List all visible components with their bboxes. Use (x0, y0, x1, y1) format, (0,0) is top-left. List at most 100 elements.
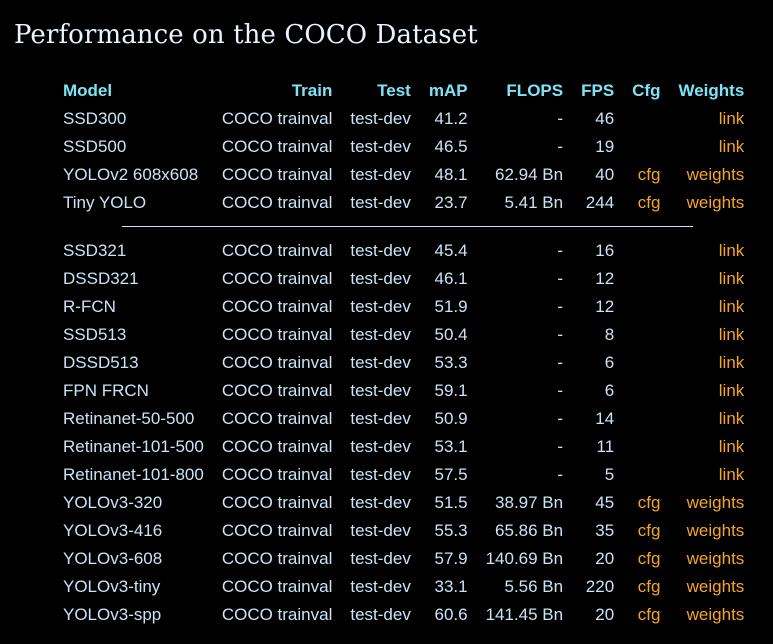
cfg-link (623, 377, 669, 405)
cell-model: YOLOv3-tiny (63, 577, 161, 596)
table-row: SSD300 COCO trainval test-dev 41.2 - 46 link (54, 105, 753, 133)
cfg-link (623, 321, 669, 349)
cell-fps: 46 (595, 109, 615, 128)
cell-fps: 45 (595, 493, 615, 512)
cell-flops: - (557, 465, 564, 484)
cell-map: 51.9 (434, 297, 468, 316)
cell-map: 57.5 (434, 465, 468, 484)
cell-flops: - (557, 269, 564, 288)
cell-test: test-dev (350, 605, 411, 624)
cfg-link[interactable]: cfg (637, 549, 661, 568)
table-row: Retinanet-101-500 COCO trainval test-dev 53… (54, 433, 753, 461)
separator-cell (54, 217, 753, 237)
table-row: YOLOv3-416 COCO trainval test-dev 55.3 65.86… (54, 517, 753, 545)
cell-flops: - (557, 409, 564, 428)
table-row: SSD513 COCO trainval test-dev 50.4 - 8 link (54, 321, 753, 349)
cfg-link[interactable]: cfg (637, 193, 661, 212)
cell-map: 23.7 (434, 193, 468, 212)
cell-test: test-dev (350, 109, 411, 128)
header-weights: Weights (678, 81, 745, 100)
table-row: SSD321 COCO trainval test-dev 45.4 - 16 link (54, 237, 753, 265)
cfg-link (623, 265, 669, 293)
cell-train: COCO trainval (221, 549, 333, 568)
cell-map: 53.3 (434, 353, 468, 372)
cell-map: 46.5 (434, 137, 468, 156)
cell-fps: 12 (595, 297, 615, 316)
cell-train: COCO trainval (221, 521, 333, 540)
cfg-link[interactable]: cfg (637, 605, 661, 624)
cell-fps: 6 (604, 381, 615, 400)
cell-flops: - (557, 381, 564, 400)
weights-link[interactable]: link (718, 109, 745, 128)
cell-train: COCO trainval (221, 241, 333, 260)
cell-fps: 220 (585, 577, 615, 596)
cfg-link[interactable]: cfg (637, 521, 661, 540)
cell-fps: 16 (595, 241, 615, 260)
header-train: Train (291, 81, 333, 100)
table-row: Tiny YOLO COCO trainval test-dev 23.7 5.41 B… (54, 189, 753, 217)
weights-link[interactable]: link (718, 297, 745, 316)
cfg-link (623, 293, 669, 321)
table-row: R-FCN COCO trainval test-dev 51.9 - 12 link (54, 293, 753, 321)
table-row: DSSD321 COCO trainval test-dev 46.1 - 12 link (54, 265, 753, 293)
weights-link[interactable]: link (718, 241, 745, 260)
cfg-link (623, 105, 669, 133)
cell-test: test-dev (350, 165, 411, 184)
table-row: Retinanet-101-800 COCO trainval test-dev 57… (54, 461, 753, 489)
weights-link[interactable]: weights (686, 165, 745, 184)
cell-map: 33.1 (434, 577, 468, 596)
cell-test: test-dev (350, 325, 411, 344)
cell-train: COCO trainval (221, 437, 333, 456)
weights-link[interactable]: link (718, 353, 745, 372)
weights-link[interactable]: link (718, 465, 745, 484)
cell-model: SSD513 (63, 325, 127, 344)
cell-test: test-dev (350, 297, 411, 316)
cell-train: COCO trainval (221, 325, 333, 344)
header-test: Test (377, 81, 411, 100)
cell-flops: - (557, 137, 564, 156)
cell-train: COCO trainval (221, 353, 333, 372)
group-separator (54, 217, 753, 237)
weights-link[interactable]: weights (686, 521, 745, 540)
cell-train: COCO trainval (221, 297, 333, 316)
cfg-link[interactable]: cfg (637, 165, 661, 184)
cell-test: test-dev (350, 549, 411, 568)
table-header: Model Train Test mAP FLOPS FPS Cfg Weigh… (54, 77, 753, 105)
cell-flops: - (557, 109, 564, 128)
weights-link[interactable]: link (718, 137, 745, 156)
cell-model: Retinanet-101-500 (63, 437, 204, 456)
header-model: Model (63, 81, 113, 100)
cell-test: test-dev (350, 577, 411, 596)
header-map: mAP (428, 81, 468, 100)
cell-fps: 20 (595, 605, 615, 624)
cell-flops: - (557, 353, 564, 372)
weights-link[interactable]: weights (686, 549, 745, 568)
cell-model: DSSD321 (63, 269, 139, 288)
weights-link[interactable]: link (718, 437, 745, 456)
cell-flops: - (557, 297, 564, 316)
cell-map: 59.1 (434, 381, 468, 400)
table-row: SSD500 COCO trainval test-dev 46.5 - 19 link (54, 133, 753, 161)
cell-map: 51.5 (434, 493, 468, 512)
table-row: YOLOv3-tiny COCO trainval test-dev 33.1 5.56… (54, 573, 753, 601)
weights-link[interactable]: link (718, 269, 745, 288)
cell-model: SSD321 (63, 241, 127, 260)
cell-test: test-dev (350, 521, 411, 540)
weights-link[interactable]: weights (686, 493, 745, 512)
cell-fps: 11 (596, 437, 615, 456)
weights-link[interactable]: weights (686, 577, 745, 596)
weights-link[interactable]: weights (686, 193, 745, 212)
weights-link[interactable]: weights (686, 605, 745, 624)
weights-link[interactable]: link (718, 409, 745, 428)
cell-flops: 5.56 Bn (504, 577, 564, 596)
cell-train: COCO trainval (221, 465, 333, 484)
cell-test: test-dev (350, 437, 411, 456)
cell-map: 46.1 (434, 269, 468, 288)
cell-train: COCO trainval (221, 409, 333, 428)
cfg-link[interactable]: cfg (637, 577, 661, 596)
cfg-link[interactable]: cfg (637, 493, 661, 512)
weights-link[interactable]: link (718, 325, 745, 344)
cell-model: FPN FRCN (63, 381, 149, 400)
cell-map: 45.4 (434, 241, 468, 260)
weights-link[interactable]: link (718, 381, 745, 400)
